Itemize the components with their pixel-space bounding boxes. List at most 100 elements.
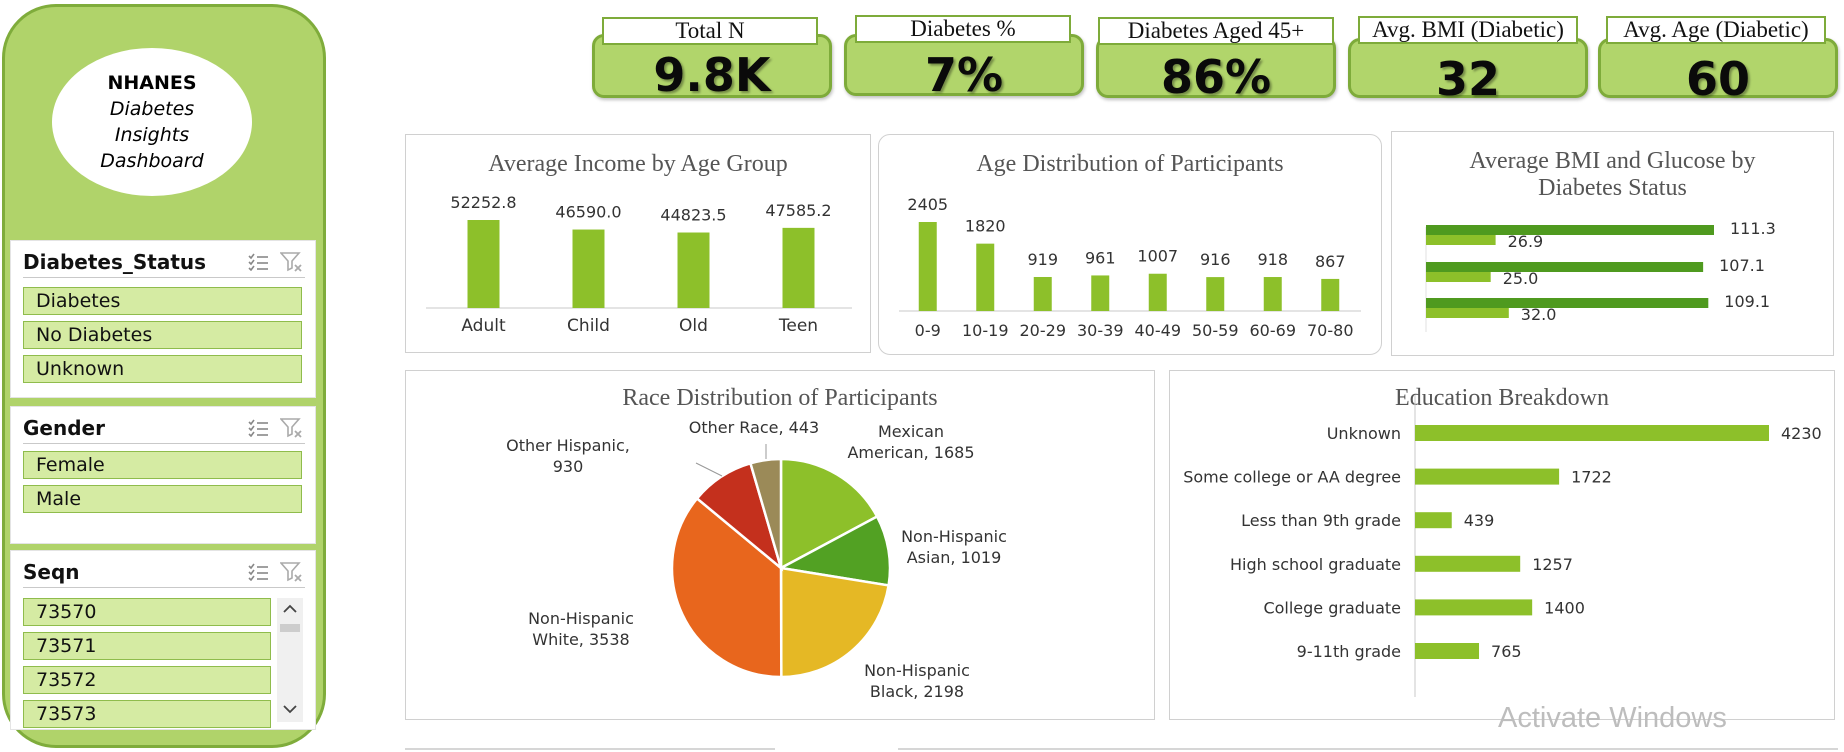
slice-label: Other Hispanic, [506, 436, 630, 455]
slice-label: Mexican [878, 422, 944, 441]
slice-label: 930 [553, 457, 584, 476]
kpi-value: 32 [1435, 52, 1500, 106]
bar [1148, 273, 1167, 311]
slice-label: Non-Hispanic [901, 527, 1007, 546]
data-label: 1722 [1571, 468, 1612, 487]
y-tick-label: Some college or AA degree [1183, 468, 1401, 487]
panel-bmi-glucose-chart: Average BMI and Glucose by Diabetes Stat… [1391, 131, 1834, 356]
slicer-header: Seqn [23, 557, 305, 588]
slice-label: White, 3538 [532, 630, 629, 649]
slicer-header: Gender [23, 413, 305, 444]
kpi-diabetes-aged-45: 86% [1096, 36, 1336, 104]
x-tick-label: Child [567, 316, 610, 336]
x-tick-label: Adult [461, 316, 506, 336]
slicer-item-no-diabetes[interactable]: No Diabetes [23, 321, 302, 349]
divider [405, 748, 775, 750]
divider [898, 748, 1838, 750]
data-label: 918 [1257, 250, 1288, 269]
data-label: 1007 [1137, 247, 1178, 266]
data-label: 111.3 [1730, 219, 1776, 238]
clear-filter-icon[interactable] [279, 251, 305, 273]
scroll-down-icon[interactable] [277, 698, 303, 720]
pie-slice [779, 566, 891, 679]
panel-education-chart: Education Breakdown 4230 Unknown 1722 Some … [1169, 370, 1835, 720]
kpi-value: 7% [924, 48, 1004, 102]
income-bar-chart: 52252.8 Adult 46590.0 Child 44823.5 Old 47585.… [426, 193, 852, 336]
panel-race-chart: Race Distribution of Participants Mexica… [405, 370, 1155, 720]
activate-windows-watermark: Activate Windows [1498, 702, 1727, 734]
slicer-item-unknown[interactable]: Unknown [23, 355, 302, 383]
kpi-avg-bmi-diabetic: 32 [1348, 38, 1588, 106]
bar [1426, 308, 1509, 318]
data-label: 919 [1027, 250, 1058, 269]
slicer-item-seqn[interactable]: 73571 [23, 632, 271, 660]
data-label: 1400 [1544, 598, 1585, 617]
slicer-diabetes-status: Diabetes_Status Diabetes No Diabetes Unk… [10, 240, 316, 398]
data-label: 765 [1491, 642, 1522, 661]
bar [976, 243, 995, 311]
data-label: 44823.5 [660, 206, 726, 225]
data-label: 1820 [965, 217, 1006, 236]
slicer-item-male[interactable]: Male [23, 485, 302, 513]
data-label: 46590.0 [555, 203, 621, 222]
slicer-item-diabetes[interactable]: Diabetes [23, 287, 302, 315]
y-tick-label: 9-11th grade [1297, 642, 1401, 661]
slicer-item-seqn[interactable]: 73570 [23, 598, 271, 626]
data-label: 32.0 [1521, 305, 1557, 324]
bar [1426, 298, 1709, 308]
slicer-header: Diabetes_Status [23, 247, 305, 278]
slicer-title: Gender [23, 416, 105, 440]
kpi-value: 86% [1160, 50, 1272, 104]
bmi-glucose-bar-chart: 111.3 26.9 107.1 25.0 109.1 32.0 [1425, 219, 1776, 332]
bar [1033, 276, 1052, 311]
kpi-label: Avg. BMI (Diabetic) [1358, 16, 1578, 44]
slice-label: American, 1685 [847, 443, 974, 462]
x-tick-label: 70-80 [1307, 321, 1354, 340]
kpi-avg-age-diabetic: 60 [1598, 38, 1838, 106]
chart-title-line: Diabetes Status [1538, 175, 1687, 201]
slicer-item-female[interactable]: Female [23, 451, 302, 479]
multi-select-icon[interactable] [245, 561, 271, 583]
slicer-scrollbar[interactable] [277, 598, 303, 722]
slice-label: Non-Hispanic [864, 661, 970, 680]
chart-title: Age Distribution of Participants [976, 151, 1284, 177]
dashboard-logo: NHANES Diabetes Insights Dashboard [52, 48, 252, 196]
y-tick-label: High school graduate [1230, 555, 1401, 574]
bar [1263, 277, 1282, 311]
data-label: 52252.8 [450, 193, 516, 212]
bar [1415, 643, 1480, 659]
bar [1415, 468, 1560, 485]
clear-filter-icon[interactable] [279, 417, 305, 439]
data-label: 2405 [907, 195, 948, 214]
scroll-up-icon[interactable] [277, 598, 303, 620]
slice-label: Other Race, 443 [689, 418, 819, 437]
bar [1426, 225, 1714, 235]
scroll-thumb[interactable] [280, 624, 300, 632]
bar [782, 227, 815, 308]
clear-filter-icon[interactable] [279, 561, 305, 583]
kpi-label: Diabetes Aged 45+ [1098, 17, 1334, 45]
chart-title: Education Breakdown [1395, 385, 1609, 411]
bar [1426, 262, 1704, 272]
panel-age-chart: Age Distribution of Participants 2405 0-9… [878, 134, 1382, 355]
x-tick-label: 20-29 [1020, 321, 1067, 340]
kpi-value: 60 [1685, 52, 1750, 106]
data-label: 439 [1464, 511, 1495, 530]
bar [1415, 555, 1521, 572]
kpi-value: 9.8K [653, 48, 771, 102]
logo-line: Insights [114, 124, 190, 146]
slicer-item-seqn[interactable]: 73573 [23, 700, 271, 728]
leader-line [695, 462, 723, 477]
slicer-title: Diabetes_Status [23, 250, 207, 274]
multi-select-icon[interactable] [245, 417, 271, 439]
data-label: 1257 [1532, 555, 1573, 574]
panel-income-chart: Average Income by Age Group 52252.8 Adult… [405, 134, 871, 353]
bar [1091, 275, 1110, 311]
multi-select-icon[interactable] [245, 251, 271, 273]
chart-title-line: Average BMI and Glucose by [1469, 148, 1756, 174]
slice-label: Asian, 1019 [907, 548, 1002, 567]
slicer-item-seqn[interactable]: 73572 [23, 666, 271, 694]
bar [1321, 278, 1340, 311]
bar [918, 222, 937, 311]
x-tick-label: 50-59 [1192, 321, 1239, 340]
